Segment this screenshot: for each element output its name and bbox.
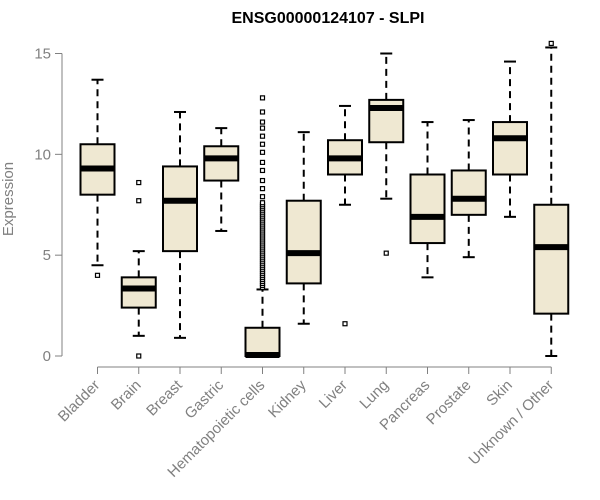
box-kidney bbox=[285, 131, 322, 325]
x-tick-label: Brain bbox=[108, 377, 145, 414]
outlier-point bbox=[259, 167, 266, 174]
outlier-point bbox=[136, 198, 142, 204]
box-skin bbox=[492, 60, 528, 218]
outlier-point bbox=[383, 250, 389, 256]
x-tick-label: Lung bbox=[356, 377, 392, 413]
y-tick-label: 10 bbox=[34, 146, 51, 163]
outlier-point bbox=[259, 141, 266, 147]
outlier-point bbox=[342, 321, 348, 327]
box-iqr bbox=[533, 203, 570, 315]
box-iqr bbox=[244, 326, 281, 357]
box-prostate bbox=[450, 119, 487, 259]
outlier-point bbox=[259, 177, 266, 184]
outlier-point bbox=[259, 125, 266, 131]
x-tick-label: Bladder bbox=[55, 377, 104, 426]
outlier-point bbox=[259, 119, 266, 125]
chart-title: ENSG00000124107 - SLPI bbox=[231, 10, 424, 27]
box-iqr bbox=[203, 145, 240, 182]
box-iqr bbox=[162, 165, 198, 253]
outlier-point bbox=[259, 149, 266, 155]
x-tick-label: Prostate bbox=[423, 377, 475, 429]
x-tick-label: Skin bbox=[483, 377, 516, 410]
box-lung bbox=[368, 52, 405, 256]
y-tick-label: 5 bbox=[43, 247, 51, 264]
box-bladder bbox=[79, 78, 116, 278]
outlier-point bbox=[259, 109, 266, 115]
box-breast bbox=[162, 110, 198, 339]
box-iqr bbox=[409, 173, 446, 245]
box-gastric bbox=[203, 127, 240, 232]
x-tick-label: Liver bbox=[316, 377, 351, 412]
box-hematopoietic-cells bbox=[244, 95, 281, 358]
outlier-point bbox=[259, 159, 266, 165]
box-iqr bbox=[285, 199, 322, 285]
outlier-point bbox=[259, 200, 266, 206]
y-tick-label: 15 bbox=[34, 46, 51, 63]
boxes bbox=[79, 40, 570, 359]
outlier-point bbox=[259, 133, 266, 139]
box-brain bbox=[120, 179, 157, 359]
box-iqr bbox=[450, 169, 487, 216]
outlier-point bbox=[94, 272, 101, 278]
x-tick-label: Breast bbox=[143, 376, 186, 419]
box-unknown-other bbox=[533, 40, 570, 357]
x-tick-label: Kidney bbox=[265, 376, 310, 421]
outlier-point bbox=[136, 353, 142, 359]
box-iqr bbox=[120, 276, 157, 309]
outlier-point bbox=[259, 194, 266, 200]
outlier-point bbox=[259, 95, 266, 101]
box-liver bbox=[327, 104, 363, 327]
outlier-point bbox=[259, 186, 266, 192]
y-axis-label: Expression bbox=[0, 162, 17, 236]
box-pancreas bbox=[409, 121, 446, 279]
outlier-point bbox=[136, 179, 142, 186]
box-iqr bbox=[492, 121, 528, 176]
outlier-point bbox=[548, 40, 554, 47]
y-tick-label: 0 bbox=[43, 348, 51, 365]
